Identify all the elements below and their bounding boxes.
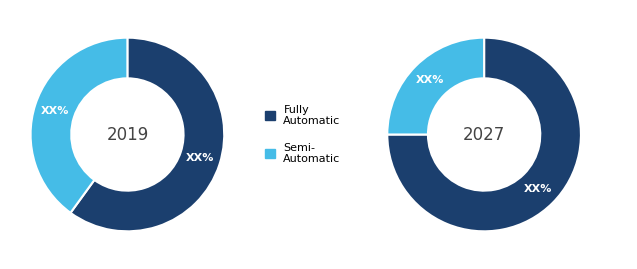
Wedge shape bbox=[387, 38, 581, 231]
Text: XX%: XX% bbox=[41, 106, 69, 116]
Text: 2019: 2019 bbox=[106, 126, 148, 143]
Text: XX%: XX% bbox=[186, 153, 214, 163]
Wedge shape bbox=[71, 38, 224, 231]
Text: XX%: XX% bbox=[416, 75, 444, 86]
Legend: Fully
Automatic, Semi-
Automatic: Fully Automatic, Semi- Automatic bbox=[259, 99, 346, 170]
Text: XX%: XX% bbox=[524, 183, 552, 194]
Wedge shape bbox=[31, 38, 127, 213]
Wedge shape bbox=[387, 38, 484, 134]
Text: 2027: 2027 bbox=[463, 126, 505, 143]
